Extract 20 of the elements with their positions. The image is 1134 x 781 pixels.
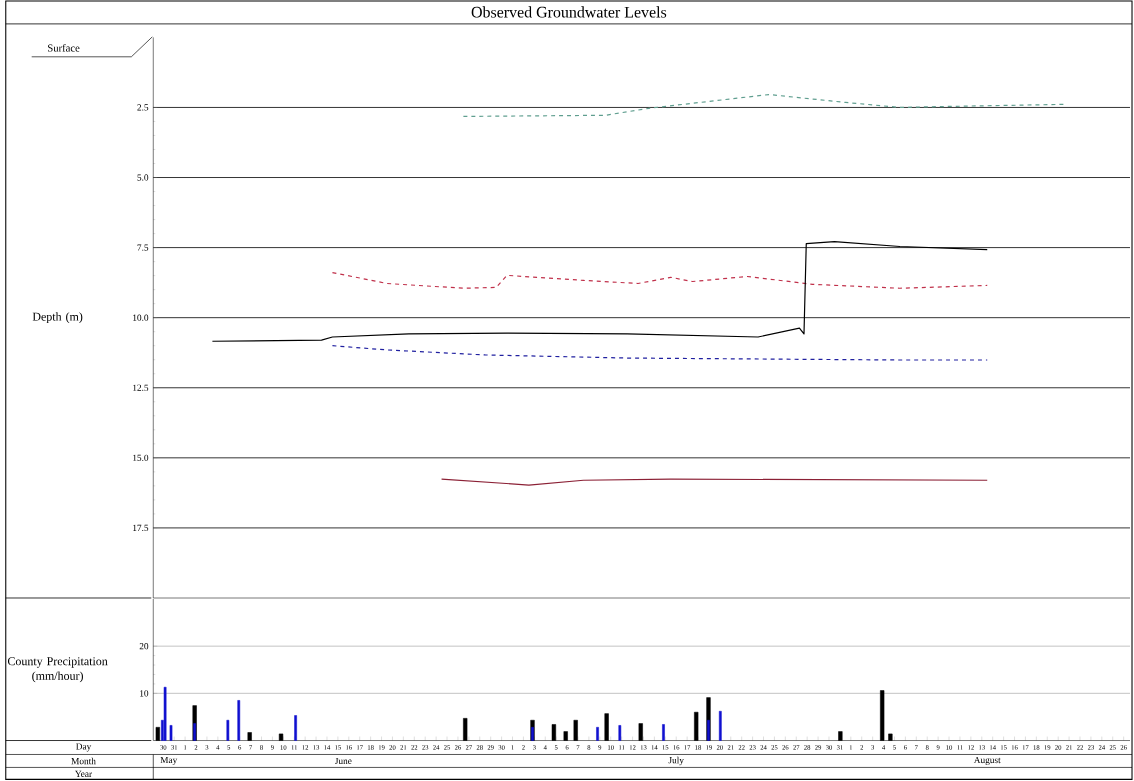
y-tick-label: 20 xyxy=(139,642,149,650)
text: Month xyxy=(71,757,96,765)
y-axis-title: County Precipitation (mm/hour) xyxy=(7,657,108,683)
text: Year xyxy=(75,770,93,777)
y-tick-label: 12.5 xyxy=(133,384,149,391)
y-tick-label: 10 xyxy=(140,690,149,697)
text: July xyxy=(668,756,684,766)
y-tick-label: 15.0 xyxy=(133,454,149,461)
y-tick-label: 10.0 xyxy=(133,314,149,321)
text: June xyxy=(335,757,352,764)
text: Surface xyxy=(48,43,80,52)
y-axis-title: Depth (m) xyxy=(32,312,83,323)
y-tick-label: 2.5 xyxy=(137,104,149,111)
text: August xyxy=(973,756,1001,765)
chart-title: Observed Groundwater Levels xyxy=(471,6,667,18)
text: Day xyxy=(76,743,92,752)
y-tick-label: 5.0 xyxy=(137,174,149,181)
y-tick-label: 7.5 xyxy=(137,244,149,251)
y-tick-label: 17.5 xyxy=(133,524,149,531)
text: May xyxy=(160,756,178,765)
